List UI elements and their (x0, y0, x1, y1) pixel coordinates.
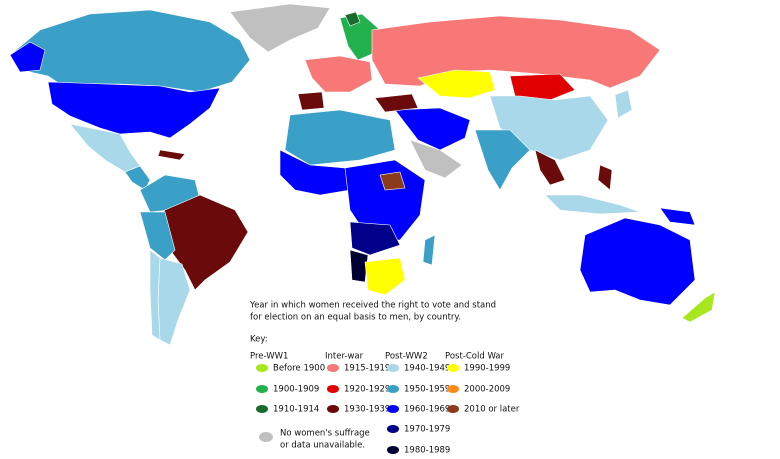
legend-label: 1950-1959 (404, 385, 450, 395)
legend-label: 1930-1939 (344, 405, 390, 415)
legend-swatch (447, 405, 459, 413)
legend-label: 2000-2009 (464, 385, 510, 395)
madagascar (422, 234, 436, 266)
namibia (349, 249, 369, 283)
legend-swatch (447, 364, 459, 372)
legend-label: 1910-1914 (273, 405, 319, 415)
group-title: Pre-WW1 (250, 352, 288, 362)
iberia (297, 91, 325, 111)
middle-east (394, 107, 471, 151)
key-label: Key: (250, 335, 268, 345)
mongolia (509, 73, 576, 101)
caption: for election on an equal basis to men, b… (250, 313, 461, 323)
india (474, 129, 531, 191)
arabia (409, 139, 463, 179)
south-sudan (379, 171, 406, 191)
russia (371, 15, 661, 89)
caribbean (157, 149, 186, 161)
legend-label: 1970-1979 (404, 425, 450, 435)
group-title: Inter-war (325, 352, 364, 362)
legend-swatch (327, 405, 339, 413)
japan (614, 89, 633, 119)
north-africa (284, 109, 396, 166)
legend-swatch (387, 446, 399, 454)
legend-label: 1915-1919 (344, 364, 390, 374)
legend-label: 1990-1999 (464, 364, 510, 374)
legend-label: 1940-1949 (404, 364, 450, 374)
legend-label: Before 1900 (273, 364, 325, 374)
legend-swatch (447, 385, 459, 393)
usa (47, 81, 221, 139)
central-africa (344, 159, 426, 241)
legend-swatch (327, 385, 339, 393)
canada (9, 9, 251, 93)
legend-label: 2010 or later (464, 405, 520, 415)
legend-swatch (387, 405, 399, 413)
angola-zambia (349, 221, 401, 256)
group-title: Post-Cold War (445, 352, 505, 362)
group-title: Post-WW2 (385, 352, 428, 362)
legend-swatch (327, 364, 339, 372)
legend-swatch (259, 432, 273, 442)
chile (149, 249, 161, 341)
legend-swatch (256, 385, 268, 393)
peru-bolivia (139, 211, 176, 261)
australia (579, 217, 696, 306)
legend-swatch (256, 364, 268, 372)
legend: Year in which women received the right t… (249, 301, 520, 456)
central-america (124, 165, 151, 191)
southeast-asia (534, 149, 566, 186)
turkey (374, 93, 419, 113)
legend-swatch (256, 405, 268, 413)
legend-label: or data unavailable. (280, 441, 365, 451)
kazakhstan (417, 69, 496, 99)
greenland (229, 3, 331, 53)
caption: Year in which women received the right t… (249, 301, 496, 311)
indonesia (544, 194, 641, 215)
legend-label: 1980-1989 (404, 446, 450, 456)
legend-swatch (387, 425, 399, 433)
world-map (9, 3, 716, 346)
finland (344, 11, 361, 27)
legend-label: 1900-1909 (273, 385, 319, 395)
western-europe (304, 55, 373, 93)
legend-swatch (387, 364, 399, 372)
philippines (597, 164, 613, 191)
legend-label: No women's suffrage (280, 429, 370, 439)
alaska (9, 41, 46, 73)
south-africa (364, 257, 406, 296)
legend-label: 1960-1969 (404, 405, 450, 415)
west-africa (279, 149, 351, 196)
new-zealand (681, 291, 716, 323)
legend-label: 1920-1929 (344, 385, 390, 395)
legend-swatch (387, 385, 399, 393)
papua (659, 207, 696, 226)
